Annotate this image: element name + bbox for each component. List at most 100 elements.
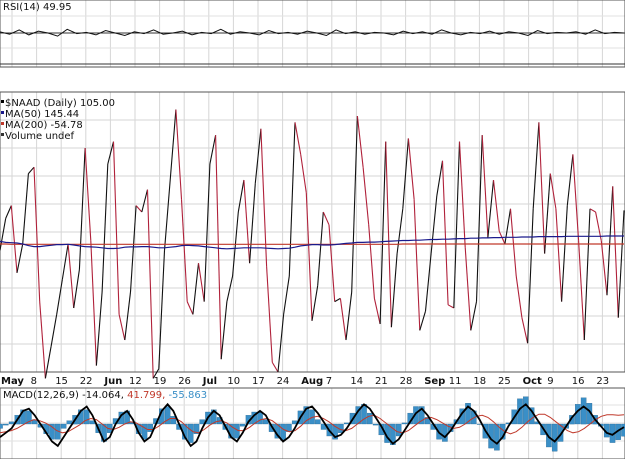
legend-swatch [1, 111, 4, 114]
legend-entry: Volume undef [5, 131, 75, 142]
naad-segment [56, 279, 63, 315]
naad-segment [572, 154, 580, 241]
date-tick-label: 22 [80, 376, 93, 387]
naad-segment [419, 311, 427, 331]
rsi-line [0, 28, 625, 37]
naad-segment [152, 368, 160, 379]
naad-segment [39, 301, 46, 379]
naad-segment [22, 173, 29, 245]
naad-segment [328, 224, 336, 302]
naad-segment [538, 122, 546, 254]
naad-segment [617, 210, 625, 318]
date-axis: May 8 15 22 Jun 12 19 26 Jul 10 17 24 Aug 7 14 21 28 Sep 1… [1, 376, 609, 387]
naad-segment [504, 208, 512, 245]
naad-segment [413, 199, 421, 331]
naad-segment [385, 141, 392, 328]
naad-segment [334, 297, 341, 303]
macd-signal-line [0, 413, 625, 435]
macd-hist-value: -55.863 [168, 390, 207, 401]
legend-swatch [1, 100, 4, 103]
naad-segment [61, 243, 69, 280]
naad-series-group [0, 109, 625, 379]
date-tick-label: 21 [375, 376, 388, 387]
macd-hist-bar [551, 423, 558, 452]
macd-hist-bar [66, 420, 73, 425]
macd-hist-bar [268, 423, 275, 432]
naad-segment [5, 205, 12, 219]
naad-segment [515, 275, 523, 318]
naad-segment [311, 285, 319, 321]
rsi-panel-frame [0, 0, 625, 68]
date-tick-label: 12 [129, 376, 142, 387]
date-tick-label: 26 [178, 376, 191, 387]
naad-segment [243, 179, 251, 264]
naad-segment [379, 141, 387, 325]
naad-segment [226, 275, 234, 302]
macd-hist-bar [557, 423, 564, 442]
macd-hist-bar [49, 423, 55, 440]
naad-segment [351, 115, 358, 293]
date-tick-label: 16 [572, 376, 585, 387]
naad-segment [27, 166, 35, 174]
naad-segment [481, 135, 489, 238]
date-tick-label: 14 [350, 376, 363, 387]
date-tick-label: 28 [400, 376, 413, 387]
naad-segment [470, 301, 478, 331]
naad-segment [345, 291, 353, 341]
naad-segment [266, 266, 273, 363]
naad-segment [283, 275, 290, 315]
rsi-label: RSI(14) 49.95 [3, 2, 72, 13]
naad-segment [492, 179, 500, 232]
naad-segment [521, 317, 529, 344]
naad-segment [78, 147, 86, 270]
naad-segment [260, 128, 268, 267]
naad-segment [90, 240, 97, 366]
date-tick-label: Aug [301, 376, 323, 387]
naad-segment [220, 301, 228, 360]
naad-segment [606, 186, 614, 296]
macd-hist-bar [193, 423, 200, 434]
naad-segment [237, 179, 245, 213]
naad-segment [186, 301, 194, 315]
macd-hist-bar [419, 406, 425, 425]
naad-segment [50, 314, 58, 347]
date-tick-label: 15 [55, 376, 68, 387]
naad-segment [44, 346, 52, 379]
naad-segment [129, 205, 137, 293]
macd-hist-bar [26, 410, 32, 425]
naad-segment [271, 362, 279, 373]
macd-hist-bar [3, 423, 9, 426]
naad-segment [180, 199, 188, 302]
naad-segment [583, 208, 591, 341]
macd-signal-value: 41.799, [127, 390, 165, 401]
macd-hist-bar [20, 409, 26, 425]
naad-segment [561, 205, 568, 302]
naad-segment [612, 186, 619, 318]
naad-segment [566, 154, 574, 206]
rsi-panel: RSI(14) 49.95 [0, 0, 625, 68]
macd-hist-bar [0, 423, 3, 429]
naad-segment [141, 189, 149, 213]
macd-hist-bar [315, 419, 321, 425]
naad-segment [402, 138, 409, 209]
naad-segment [84, 147, 92, 241]
legend-entry: MA(50) 145.44 [5, 109, 79, 120]
date-tick-label: 25 [498, 376, 511, 387]
naad-segment [158, 250, 166, 369]
macd-hist-bar [280, 423, 286, 441]
macd-hist-bar [147, 423, 153, 432]
macd-hist-bar [8, 421, 15, 425]
macd-hist-bar [187, 423, 194, 443]
date-tick-label: Oct [523, 376, 542, 387]
naad-segment [578, 240, 585, 341]
macd-label: MACD(12,26,9) -14.064, 41.799, -55.863 [3, 390, 207, 401]
naad-segment [135, 205, 143, 213]
naad-segment [544, 173, 551, 254]
naad-segment [16, 243, 24, 273]
macd-hist-bar [442, 423, 448, 442]
legend-swatch [1, 122, 4, 125]
macd-hist-bar [332, 423, 338, 440]
macd-hist-bar [372, 423, 379, 426]
